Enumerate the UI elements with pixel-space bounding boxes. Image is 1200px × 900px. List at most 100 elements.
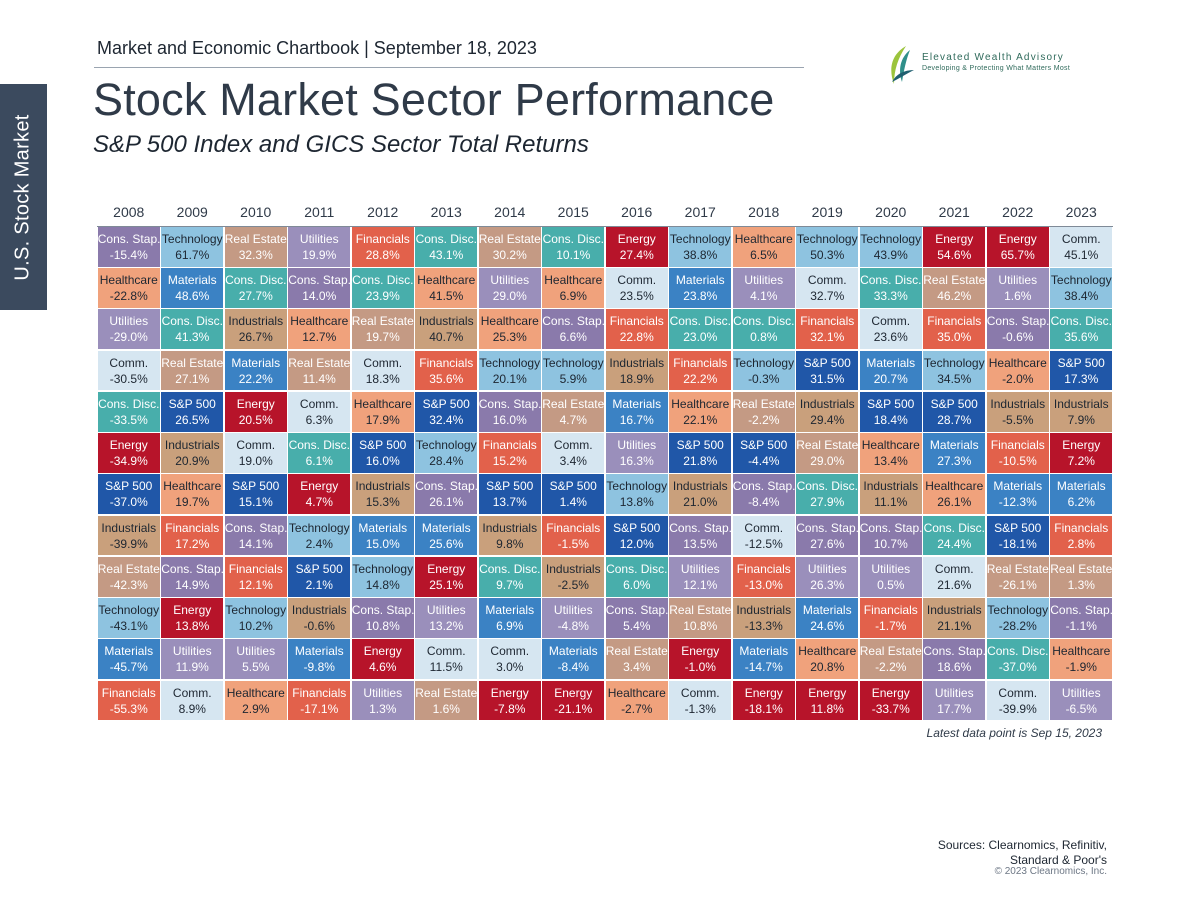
sector-name: Financials xyxy=(292,685,347,700)
sector-return: 26.3% xyxy=(810,577,845,592)
sector-name: Energy xyxy=(998,231,1037,246)
sector-cell: Cons. Stap. 6.6% xyxy=(542,309,605,349)
year-label: 2008 xyxy=(113,204,145,220)
sector-return: 54.6% xyxy=(937,247,972,262)
sector-return: -39.9% xyxy=(109,536,148,551)
sector-name: Utilities xyxy=(744,273,784,287)
sector-return: 3.4% xyxy=(623,660,651,675)
sector-return: 17.3% xyxy=(1064,371,1099,386)
sector-cell: Utilities 19.9% xyxy=(288,226,351,267)
sector-name: S&P 500 xyxy=(930,396,978,411)
sector-return: 35.0% xyxy=(937,330,972,345)
sector-return: -2.5% xyxy=(557,577,589,592)
sector-return: -33.7% xyxy=(871,701,910,716)
sector-cell: Real Estate 1.6% xyxy=(415,680,478,721)
sector-cell: Comm. 45.1% xyxy=(1050,226,1113,267)
sector-return: 9.8% xyxy=(496,536,524,551)
sector-name: Cons. Stap. xyxy=(986,314,1049,329)
sector-cell: Real Estate 1.3% xyxy=(1050,556,1113,597)
sector-cell: Financials 22.2% xyxy=(669,350,732,391)
sector-name: Cons. Stap. xyxy=(351,603,414,617)
sector-return: -2.7% xyxy=(621,701,653,716)
sector-name: Comm. xyxy=(680,685,720,700)
sector-name: Cons. Stap. xyxy=(542,314,605,329)
sector-cell: Comm. 19.0% xyxy=(224,433,287,473)
sector-return: 27.4% xyxy=(619,247,654,262)
sector-name: Industrials xyxy=(1053,396,1109,411)
sector-return: -0.6% xyxy=(1002,330,1034,345)
sector-return: -26.1% xyxy=(998,577,1037,592)
logo-tagline: Developing & Protecting What Matters Mos… xyxy=(922,65,1071,72)
sector-name: Technology xyxy=(1050,273,1112,287)
sector-return: 14.9% xyxy=(175,577,210,592)
sector-name: Comm. xyxy=(617,273,657,287)
sector-cell: S&P 500 31.5% xyxy=(796,350,859,391)
sector-cell: Financials 2.8% xyxy=(1050,515,1113,556)
sector-name: Technology xyxy=(733,355,795,370)
sector-name: Energy xyxy=(744,685,783,700)
year-label: 2014 xyxy=(494,204,526,220)
sector-name: Financials xyxy=(546,520,601,535)
sector-return: 65.7% xyxy=(1000,247,1035,262)
sector-return: -8.4% xyxy=(557,660,589,675)
sector-name: Materials xyxy=(866,355,916,370)
sources-line-1: Sources: Clearnomics, Refinitiv, xyxy=(937,838,1107,852)
sector-cell: Technology 34.5% xyxy=(923,350,986,391)
sector-cell: S&P 500 -4.4% xyxy=(732,433,795,473)
sector-return: -37.0% xyxy=(109,495,148,510)
sector-return: 19.9% xyxy=(302,247,337,262)
sector-cell: Comm. 8.9% xyxy=(161,680,224,721)
sector-name: Cons. Stap. xyxy=(1050,603,1113,617)
sector-cell: Technology -43.1% xyxy=(97,598,160,638)
sector-name: Comm. xyxy=(1061,231,1101,246)
sector-name: Healthcare xyxy=(607,685,666,700)
sector-name: Comm. xyxy=(426,644,466,659)
sector-name: Real Estate xyxy=(1050,561,1113,576)
sector-cell: Technology 38.4% xyxy=(1050,268,1113,308)
sector-name: Technology xyxy=(669,231,731,246)
sector-name: Real Estate xyxy=(415,685,478,700)
sector-name: Cons. Stap. xyxy=(605,603,668,617)
sector-name: Technology xyxy=(606,479,668,494)
sector-return: 19.7% xyxy=(365,330,400,345)
sources-line-2: Standard & Poor's xyxy=(1009,853,1107,867)
sector-cell: Technology 28.4% xyxy=(415,433,478,473)
sector-cell: Energy 20.5% xyxy=(224,391,287,432)
sector-return: 23.6% xyxy=(873,330,908,345)
sector-cell: Materials 6.2% xyxy=(1050,474,1113,514)
sector-cell: Financials -13.0% xyxy=(732,556,795,597)
sector-cell: Industrials -2.5% xyxy=(542,556,605,597)
sector-return: 23.0% xyxy=(683,330,718,345)
sector-name: Energy xyxy=(808,685,847,700)
sector-cell: Technology 10.2% xyxy=(224,598,287,638)
sector-return: 24.6% xyxy=(810,619,845,633)
sector-cell: Technology -28.2% xyxy=(986,598,1049,638)
year-label: 2017 xyxy=(684,204,716,220)
sector-return: 1.3% xyxy=(369,701,397,716)
sector-cell: Industrials 29.4% xyxy=(796,391,859,432)
sector-name: Energy xyxy=(427,561,466,576)
sector-return: 32.1% xyxy=(810,330,845,345)
sector-cell: Comm. 23.5% xyxy=(605,268,668,308)
sector-return: -17.1% xyxy=(300,701,339,716)
sector-return: -43.1% xyxy=(109,619,148,633)
sector-return: 13.8% xyxy=(175,619,210,633)
sector-cell: Technology 38.8% xyxy=(669,226,732,267)
sector-name: Industrials xyxy=(482,520,538,535)
sector-return: 16.7% xyxy=(619,412,654,427)
sector-name: Comm. xyxy=(109,355,149,370)
sector-cell: Cons. Disc. 43.1% xyxy=(415,226,478,267)
sector-name: Comm. xyxy=(490,644,530,659)
sector-cell: Materials 22.2% xyxy=(224,350,287,391)
sector-cell: Cons. Stap. 27.6% xyxy=(796,515,859,556)
sector-name: Comm. xyxy=(172,685,212,700)
sector-cell: Comm. 32.7% xyxy=(796,268,859,308)
sector-name: S&P 500 xyxy=(740,438,788,452)
sector-cell: Materials -8.4% xyxy=(542,639,605,679)
sector-cell: Real Estate 19.7% xyxy=(351,309,414,349)
sector-cell: S&P 500 2.1% xyxy=(288,556,351,597)
sector-return: 15.3% xyxy=(365,495,400,510)
sector-cell: Healthcare 6.9% xyxy=(542,268,605,308)
sector-return: 32.7% xyxy=(810,289,845,303)
sector-return: 38.4% xyxy=(1064,289,1099,303)
